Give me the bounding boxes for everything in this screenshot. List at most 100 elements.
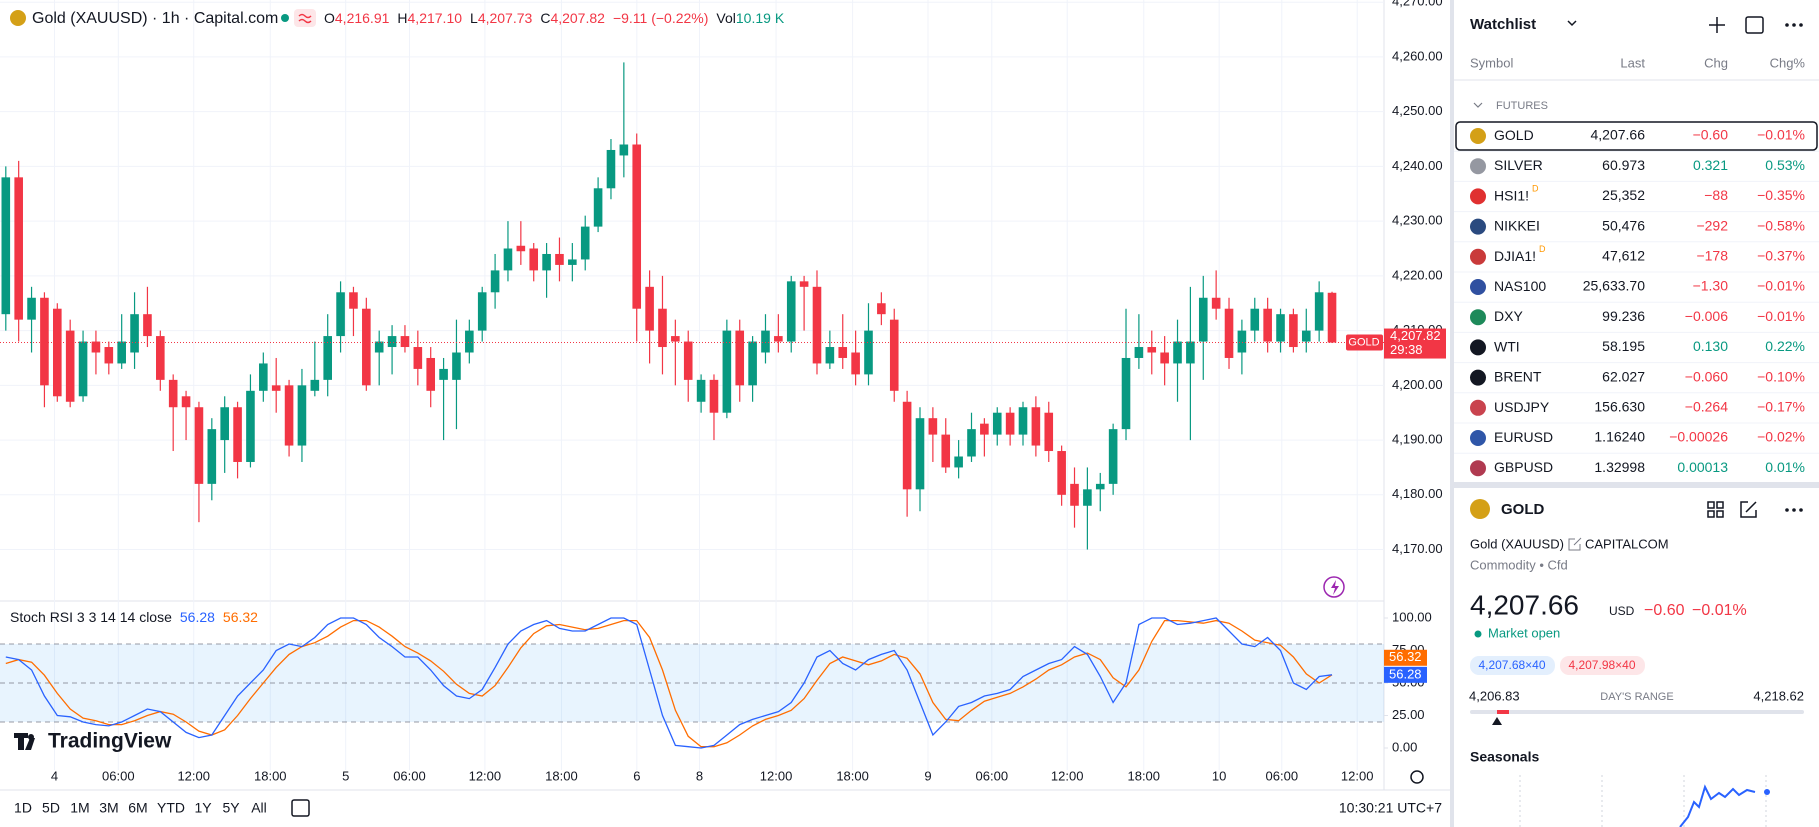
stoch-tick-label: 100.00 xyxy=(1392,609,1432,624)
row-chg: −0.264 xyxy=(1685,399,1728,415)
row-symbol[interactable]: EURUSD xyxy=(1494,429,1553,445)
x-tick-label: 4 xyxy=(51,768,58,783)
column-header[interactable]: Last xyxy=(1620,55,1645,70)
watchlist-title[interactable]: Watchlist xyxy=(1470,16,1536,33)
range-button[interactable]: 1D xyxy=(14,800,32,816)
alert-icon[interactable] xyxy=(1323,576,1345,598)
x-tick-label: 9 xyxy=(924,768,931,783)
row-symbol[interactable]: GOLD xyxy=(1494,127,1534,143)
candle-body xyxy=(452,352,461,380)
range-button[interactable]: 5D xyxy=(42,800,60,816)
more-icon[interactable] xyxy=(1785,23,1803,27)
stoch-d-badge-label: 56.32 xyxy=(1389,649,1422,664)
range-title: DAY'S RANGE xyxy=(1600,691,1673,703)
candle-body xyxy=(1263,308,1272,342)
detail-currency: USD xyxy=(1609,604,1635,618)
group-toggle[interactable] xyxy=(1473,102,1483,108)
candle-body xyxy=(336,292,345,337)
stoch-legend[interactable]: Stoch RSI 3 3 14 14 close 56.28 56.32 xyxy=(10,609,258,625)
candle-body xyxy=(143,314,152,337)
watchlist-dropdown[interactable] xyxy=(1567,20,1577,27)
x-tick-label: 8 xyxy=(696,768,703,783)
candle-body xyxy=(722,330,732,413)
candle-body xyxy=(555,253,564,265)
candle-body xyxy=(1057,451,1066,495)
delay-badge xyxy=(294,9,316,27)
candle-body xyxy=(246,390,255,462)
logo-dot xyxy=(28,734,34,740)
column-header[interactable]: Symbol xyxy=(1470,55,1513,70)
column-header[interactable]: Chg xyxy=(1704,55,1728,70)
row-symbol[interactable]: WTI xyxy=(1494,338,1520,354)
row-last: 25,633.70 xyxy=(1583,278,1645,294)
row-chg: 0.130 xyxy=(1693,338,1728,354)
row-last: 99.236 xyxy=(1602,308,1645,324)
detail-icon xyxy=(1470,499,1490,519)
add-symbol-icon[interactable] xyxy=(1709,17,1725,33)
detail-more[interactable] xyxy=(1785,508,1803,512)
group-label[interactable]: FUTURES xyxy=(1496,100,1548,112)
candle-body xyxy=(606,149,616,189)
candle-body xyxy=(1018,407,1028,435)
row-symbol[interactable]: HSI1! D xyxy=(1494,184,1539,203)
row-chg: −0.060 xyxy=(1685,368,1728,384)
candle-body xyxy=(580,226,590,260)
range-button[interactable]: 6M xyxy=(128,800,147,816)
date-range-icon[interactable] xyxy=(291,799,310,817)
candle-body xyxy=(941,434,951,468)
last-price-badge xyxy=(1384,328,1446,359)
candle-body xyxy=(529,248,539,271)
row-symbol[interactable]: NAS100 xyxy=(1494,278,1546,294)
seasonals-title[interactable]: Seasonals xyxy=(1470,749,1539,765)
logo-text[interactable]: TradingView xyxy=(48,730,172,753)
row-chg: −0.60 xyxy=(1693,127,1729,143)
row-symbol[interactable]: BRENT xyxy=(1494,368,1542,384)
candle-body xyxy=(349,292,358,309)
row-chg: 0.321 xyxy=(1693,157,1728,173)
candle-body xyxy=(117,341,126,364)
candle-body xyxy=(194,407,204,484)
row-chg-pct: −0.01% xyxy=(1757,278,1805,294)
column-header[interactable]: Chg% xyxy=(1770,55,1806,70)
symbol-badge: D xyxy=(1532,184,1539,194)
symbol-title[interactable]: Gold (XAUUSD) · 1h · Capital.com xyxy=(32,10,278,27)
detail-name[interactable]: Gold (XAUUSD) xyxy=(1470,536,1564,551)
grid xyxy=(0,0,1819,770)
candle-body xyxy=(284,385,294,446)
row-symbol[interactable]: GBPUSD xyxy=(1494,459,1553,475)
range-button[interactable]: YTD xyxy=(157,800,185,816)
symbol-icon xyxy=(1470,309,1486,326)
candle-body xyxy=(362,308,371,386)
row-chg-pct: −0.02% xyxy=(1757,429,1805,445)
range-button[interactable]: 3M xyxy=(99,800,118,816)
candle-body xyxy=(1147,347,1157,353)
stoch-tick-label: 0.00 xyxy=(1392,739,1417,754)
row-symbol[interactable]: SILVER xyxy=(1494,157,1543,173)
candle-body xyxy=(490,270,500,293)
x-tick-label: 5 xyxy=(342,768,349,783)
candle-body xyxy=(130,314,139,353)
detail-exchange[interactable]: CAPITALCOM xyxy=(1585,536,1669,551)
ohlc-value: 4,207.82 xyxy=(550,10,605,26)
candle-body xyxy=(619,144,629,156)
countdown: 29:38 xyxy=(1390,342,1423,357)
row-symbol[interactable]: DJIA1! D xyxy=(1494,244,1546,263)
symbol: DXY xyxy=(1494,308,1523,324)
row-symbol[interactable]: NIKKEI xyxy=(1494,217,1540,233)
row-last: 25,352 xyxy=(1602,187,1645,203)
range-button[interactable]: 1Y xyxy=(194,800,212,816)
range-button[interactable]: 5Y xyxy=(222,800,240,816)
x-tick-label: 12:00 xyxy=(469,768,502,783)
y-tick-label: 4,190.00 xyxy=(1392,432,1443,447)
candle-body xyxy=(400,336,410,348)
detail-actions[interactable] xyxy=(1707,501,1757,518)
row-symbol[interactable]: USDJPY xyxy=(1494,399,1550,415)
candle-body xyxy=(27,297,36,320)
candle-body xyxy=(812,286,822,364)
x-tick-label: 06:00 xyxy=(976,768,1009,783)
settings-icon[interactable] xyxy=(1410,770,1424,784)
row-symbol[interactable]: DXY xyxy=(1494,308,1523,324)
range-button[interactable]: All xyxy=(251,800,267,816)
range-button[interactable]: 1M xyxy=(70,800,89,816)
layout-icon[interactable] xyxy=(1745,16,1764,34)
